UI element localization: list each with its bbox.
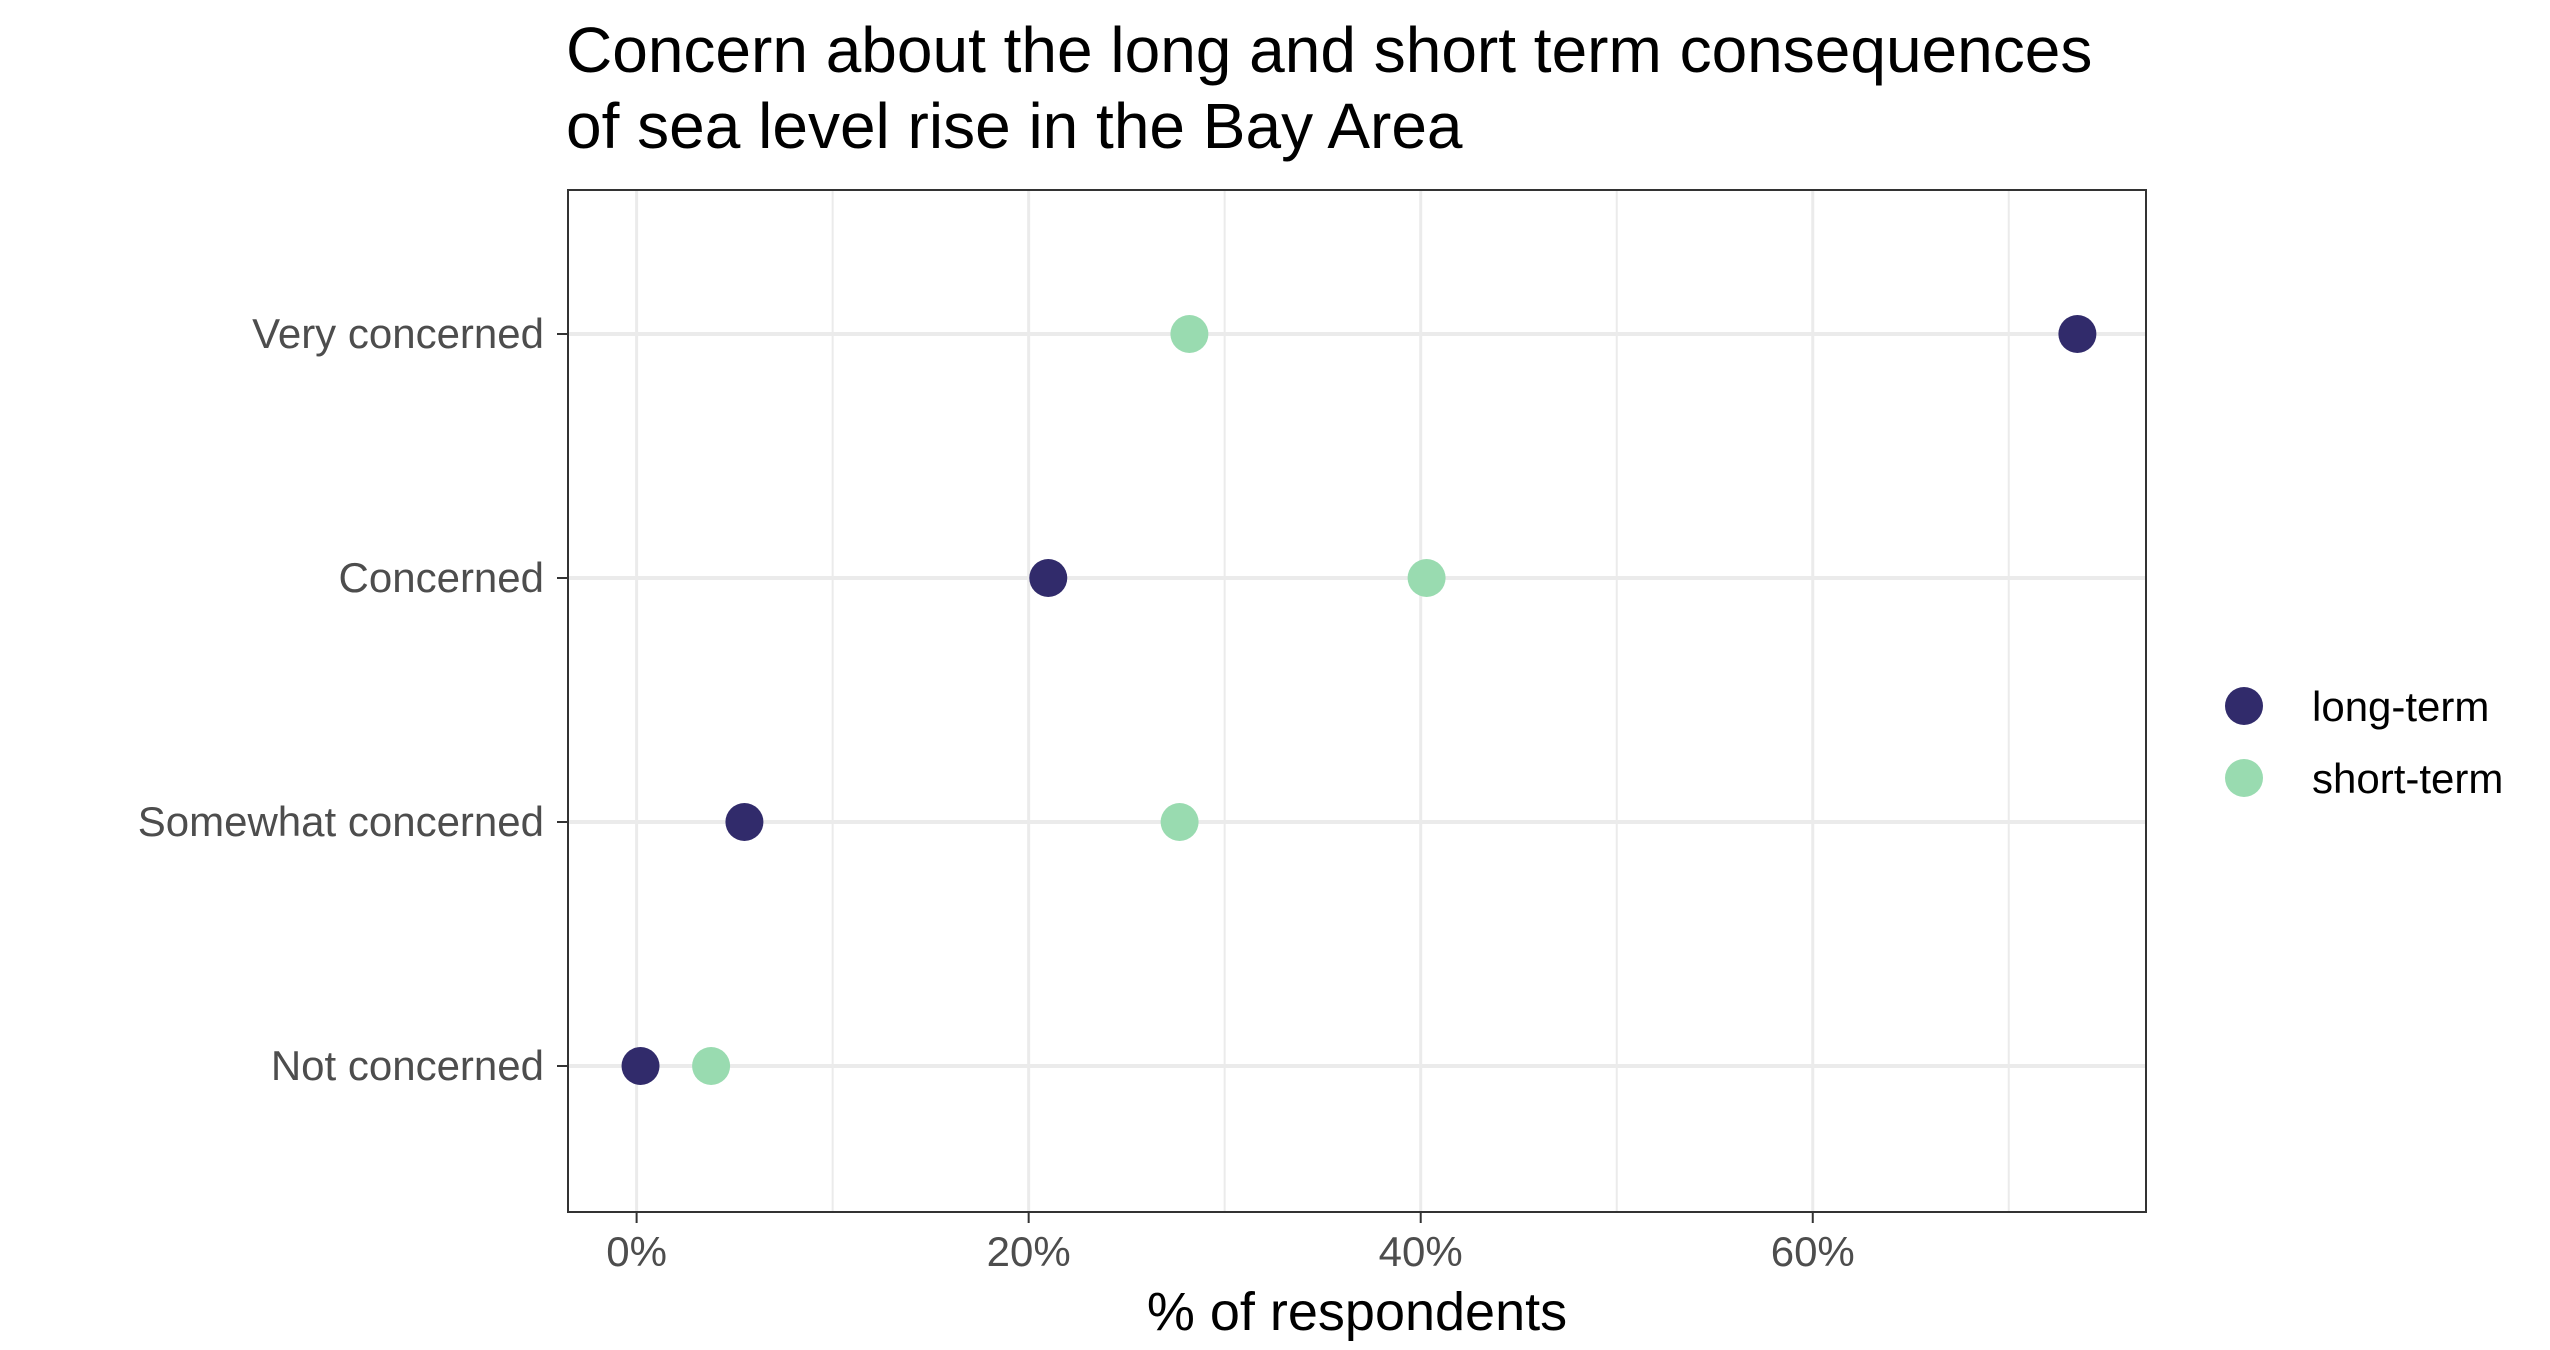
chart-title-line-1: Concern about the long and short term co… [566,14,2092,86]
x-tick-label: 20% [987,1228,1071,1275]
y-tick-label: Not concerned [271,1042,544,1089]
point-short-term-2 [1407,559,1446,597]
plot-panel [568,190,2146,1212]
point-short-term-3 [1170,315,1209,353]
chart-title: Concern about the long and short term co… [566,14,2092,162]
y-tick-label: Somewhat concerned [138,798,544,845]
legend-label-short-term: short-term [2312,755,2503,802]
chart-title-line-2: of sea level rise in the Bay Area [566,90,1463,162]
x-tick-label: 0% [606,1228,667,1275]
data-points [621,315,2097,1085]
plot-border [567,189,2147,1213]
point-long-term-1 [725,803,764,841]
legend-label-long-term: long-term [2312,683,2489,730]
legend: long-term short-term [2225,683,2503,802]
y-tick-label: Concerned [339,554,544,601]
point-long-term-2 [1029,559,1068,597]
x-axis-title: % of respondents [1147,1282,1567,1342]
x-tick-label: 40% [1379,1228,1463,1275]
legend-key-long-term [2225,687,2263,725]
grid-lines [568,190,2146,1212]
point-short-term-1 [1160,803,1199,841]
point-long-term-0 [621,1047,660,1085]
point-long-term-3 [2058,315,2097,353]
y-tick-label: Very concerned [252,310,544,357]
legend-key-short-term [2225,759,2263,797]
axes: Not concerned Somewhat concerned Concerned… [138,310,1855,1275]
x-tick-label: 60% [1771,1228,1855,1275]
point-short-term-0 [692,1047,731,1085]
